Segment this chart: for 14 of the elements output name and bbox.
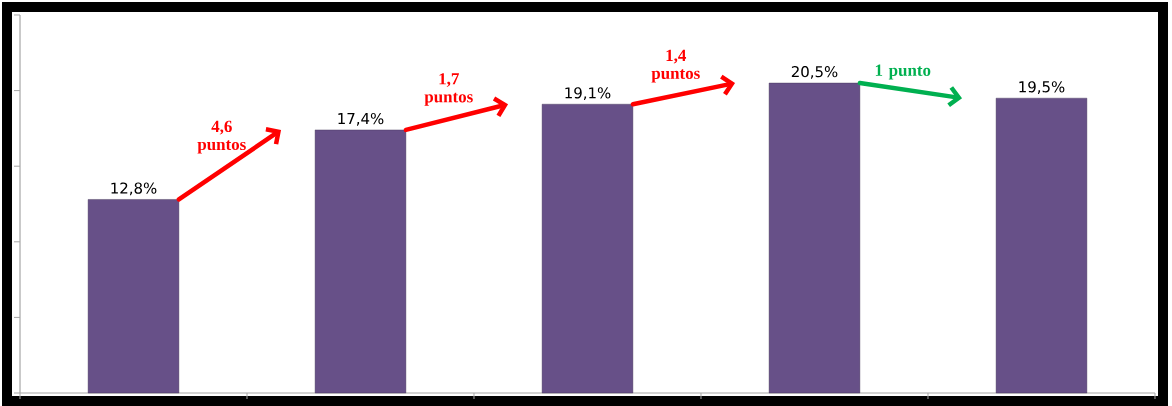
data-label: 17,4% bbox=[338, 112, 384, 126]
data-label: 12,8% bbox=[111, 182, 157, 196]
bar bbox=[87, 199, 180, 394]
annotation: 1 punto bbox=[875, 64, 931, 80]
data-label: 19,5% bbox=[1019, 81, 1065, 94]
data-label: 19,1% bbox=[565, 87, 611, 100]
bar bbox=[541, 104, 634, 394]
bar bbox=[768, 82, 861, 394]
bar bbox=[995, 97, 1088, 394]
annotation: 1,4 puntos bbox=[651, 49, 700, 83]
bar bbox=[314, 129, 407, 394]
data-label: 20,5% bbox=[791, 66, 838, 79]
annotation: 4,6 puntos bbox=[197, 120, 246, 154]
annotation: 1,7 puntos bbox=[424, 73, 473, 106]
